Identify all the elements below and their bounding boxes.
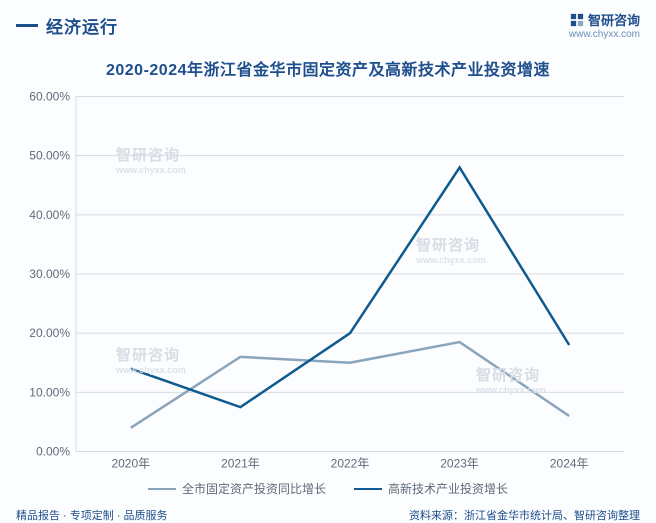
svg-text:2021年: 2021年 <box>221 457 260 471</box>
header: 经济运行 智研咨询 www.chyxx.com <box>16 10 640 40</box>
svg-text:60.00%: 60.00% <box>29 90 70 104</box>
svg-text:50.00%: 50.00% <box>29 149 70 163</box>
svg-text:2023年: 2023年 <box>440 457 479 471</box>
footer-prefix: 资料来源： <box>409 510 464 522</box>
brand-logo-icon <box>570 13 584 27</box>
accent-bar <box>16 24 38 27</box>
brand-url: www.chyxx.com <box>569 29 640 40</box>
svg-text:40.00%: 40.00% <box>29 208 70 222</box>
report-card: 经济运行 智研咨询 www.chyxx.com 2020-2024年浙江省金华市… <box>0 0 656 508</box>
footer-right: 资料来源：浙江省金华市统计局、智研咨询整理 <box>409 507 640 523</box>
legend-swatch <box>354 488 382 490</box>
svg-text:30.00%: 30.00% <box>29 267 70 281</box>
line-chart-svg: 0.00% 10.00% 20.00% 30.00% 40.00% 50.00% 60.00… <box>16 84 640 478</box>
brand-name: 智研咨询 <box>588 10 640 29</box>
svg-text:2024年: 2024年 <box>550 457 589 471</box>
chart-area: 0.00% 10.00% 20.00% 30.00% 40.00% 50.00% 60.00… <box>16 84 640 478</box>
brand-row: 智研咨询 <box>569 10 640 29</box>
header-right: 智研咨询 www.chyxx.com <box>569 10 640 40</box>
legend-swatch <box>148 488 176 490</box>
section-title: 经济运行 <box>46 13 118 38</box>
svg-text:10.00%: 10.00% <box>29 385 70 399</box>
footer-source: 浙江省金华市统计局、智研咨询整理 <box>464 510 640 522</box>
svg-text:2022年: 2022年 <box>331 457 370 471</box>
svg-text:2020年: 2020年 <box>111 457 150 471</box>
chart-title: 2020-2024年浙江省金华市固定资产及高新技术产业投资增速 <box>16 56 640 80</box>
footer-left: 精品报告 · 专项定制 · 品质服务 <box>16 507 168 523</box>
svg-text:0.00%: 0.00% <box>36 445 70 459</box>
svg-text:20.00%: 20.00% <box>29 326 70 340</box>
header-left: 经济运行 <box>16 13 118 38</box>
series-line <box>131 342 569 428</box>
footer: 精品报告 · 专项定制 · 品质服务 资料来源：浙江省金华市统计局、智研咨询整理 <box>16 507 640 523</box>
